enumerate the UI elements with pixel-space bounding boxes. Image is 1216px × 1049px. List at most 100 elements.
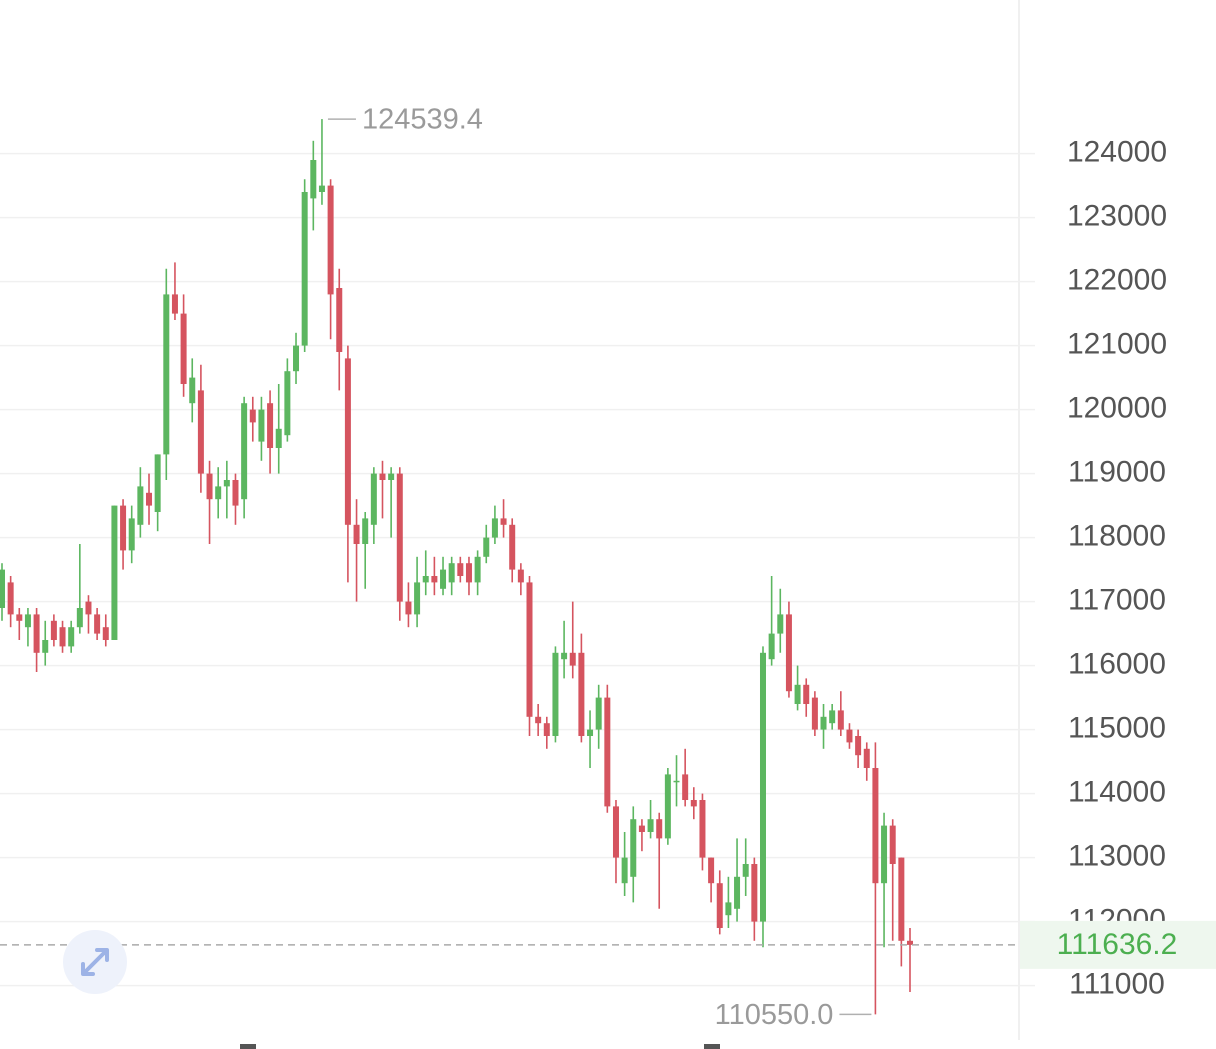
candle-body: [327, 185, 334, 295]
candle-body: [396, 473, 403, 602]
candle-body: [526, 582, 533, 717]
candle-body: [163, 294, 170, 455]
candle-body: [690, 800, 697, 807]
candle-body: [803, 684, 810, 704]
candle-body: [440, 569, 447, 589]
candle-body: [465, 563, 472, 583]
y-tick-label: 123000: [1067, 200, 1167, 233]
last-price-box: [1020, 920, 1216, 969]
candle-body: [457, 563, 464, 576]
candle-body: [267, 403, 274, 448]
candle-body: [353, 524, 360, 544]
y-tick-label: 120000: [1067, 392, 1167, 425]
candle-body: [284, 371, 291, 436]
candle-body: [872, 768, 879, 884]
candle-body: [68, 627, 75, 647]
candle-body: [751, 864, 758, 922]
candle-body: [907, 940, 913, 945]
candle-body: [474, 556, 481, 583]
candle-body: [630, 819, 637, 877]
candle-body: [94, 614, 101, 634]
candle-body: [448, 563, 455, 583]
candle-body: [716, 883, 723, 928]
candle-body: [24, 614, 31, 628]
candle-body: [171, 294, 178, 314]
candle-body: [725, 902, 732, 916]
candle-body: [275, 428, 282, 448]
candle-body: [241, 403, 248, 500]
candle-body: [42, 640, 49, 653]
candle-body: [370, 473, 377, 525]
candle-body: [16, 614, 23, 621]
x-tick: [240, 1044, 256, 1049]
candle-body: [535, 716, 542, 724]
candle-body: [318, 185, 325, 192]
y-tick-label: 113000: [1068, 840, 1166, 873]
candle-body: [120, 505, 127, 551]
candle-body: [561, 652, 568, 660]
candle-body: [612, 806, 619, 858]
candle-body: [829, 710, 836, 724]
candle-body: [33, 614, 40, 653]
candle-body: [664, 774, 671, 839]
y-tick-label: 117000: [1068, 584, 1166, 617]
candle-body: [215, 486, 222, 500]
candle-body: [310, 160, 317, 199]
candle-body: [59, 627, 66, 647]
candle-body: [137, 486, 144, 525]
candle-body: [768, 633, 775, 660]
candle-body: [111, 505, 118, 640]
candle-body: [180, 313, 187, 384]
y-tick-label: 121000: [1067, 328, 1167, 361]
candle-body: [734, 876, 741, 909]
candle-body: [336, 288, 343, 352]
candle-body: [699, 800, 706, 858]
candle-body: [491, 518, 498, 538]
candle-body: [794, 684, 801, 704]
candle-body: [543, 723, 550, 736]
candle-body: [293, 345, 300, 372]
candle-body: [777, 614, 784, 634]
y-tick-label: 114000: [1068, 776, 1166, 809]
candle-body: [656, 819, 663, 839]
candle-body: [154, 454, 161, 512]
candle-body: [405, 601, 412, 615]
candle-body: [604, 697, 611, 807]
candle-body: [422, 576, 429, 583]
y-tick-label: 119000: [1068, 456, 1166, 489]
candle-body: [206, 473, 213, 500]
candle-body: [881, 825, 888, 884]
candle-body: [76, 608, 83, 628]
candle-body: [811, 697, 818, 730]
candle-body: [344, 358, 351, 525]
candle-body: [673, 780, 680, 783]
candle-body: [846, 729, 853, 743]
candle-body: [483, 537, 490, 557]
expand-icon[interactable]: [81, 948, 109, 976]
candle-body: [102, 627, 109, 640]
y-tick-label: 115000: [1068, 712, 1166, 745]
candle-body: [863, 748, 870, 768]
candle-body: [638, 825, 645, 832]
candle-body: [647, 819, 654, 832]
candle-body: [258, 409, 265, 442]
y-tick-label: 124000: [1067, 136, 1167, 169]
candle-body: [552, 652, 559, 736]
candle-body: [431, 576, 438, 583]
expand-button[interactable]: [63, 930, 127, 994]
candle-body: [7, 582, 14, 615]
candle-body: [197, 390, 204, 474]
candle-body: [837, 710, 844, 730]
candle-body: [595, 697, 602, 730]
candle-body: [85, 601, 92, 615]
candle-body: [388, 473, 395, 480]
candle-body: [785, 614, 792, 692]
x-tick: [704, 1044, 720, 1049]
candle-body: [189, 377, 196, 404]
candle-body: [509, 524, 516, 570]
y-tick-label: 116000: [1068, 648, 1166, 681]
candle-body: [742, 864, 749, 877]
candle-body: [301, 192, 308, 346]
